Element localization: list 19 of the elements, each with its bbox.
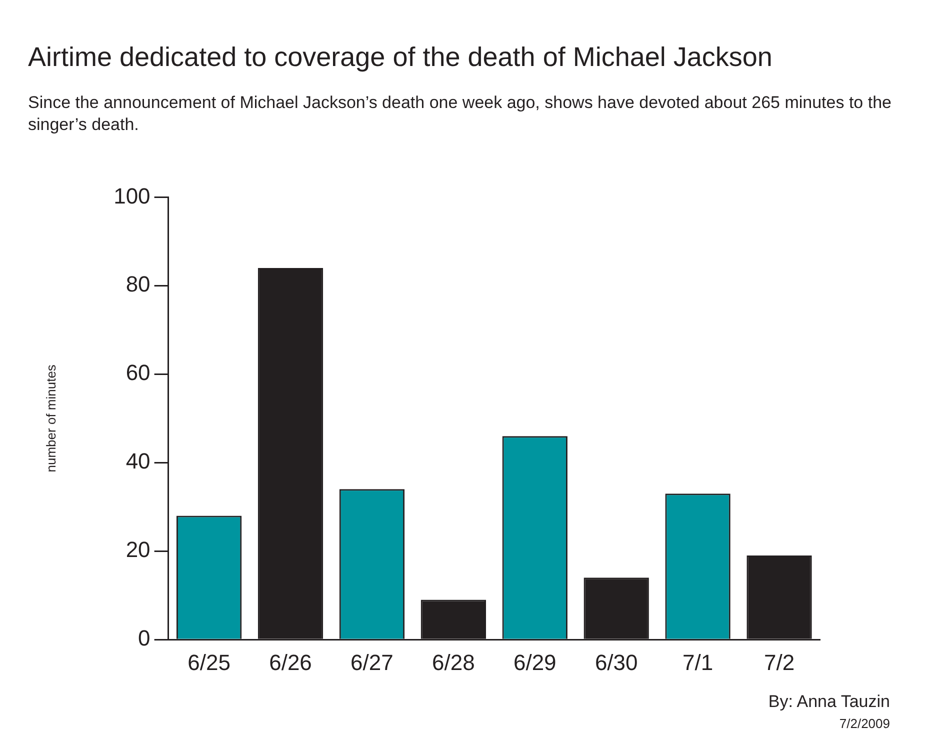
x-tick-label: 7/2 — [764, 650, 795, 675]
y-tick-label: 80 — [126, 272, 150, 297]
y-tick-label: 40 — [126, 448, 150, 474]
y-tick-label: 0 — [138, 626, 150, 651]
x-tick-label: 6/27 — [350, 650, 394, 675]
y-tick-label: 60 — [126, 360, 150, 386]
chart-subtitle: Since the announcement of Michael Jackson’s death one week ago, shows have devoted about 265 minutes to the singer’s death. — [28, 92, 892, 136]
x-tick-label: 6/25 — [188, 650, 230, 675]
text: By: Anna Tauzin — [768, 692, 890, 712]
x-tick-label: 6/30 — [594, 650, 638, 675]
x-tick-label: 6/29 — [513, 650, 556, 675]
x-tick-label: 6/28 — [432, 650, 475, 675]
x-tick-label: 6/26 — [269, 650, 312, 675]
y-tick-label: 20 — [126, 537, 150, 562]
y-tick-label: 100 — [114, 183, 150, 208]
text: 7/2/2009 — [839, 716, 890, 731]
y-axis-title: number of minutes — [43, 364, 58, 472]
x-tick-label: 7/1 — [682, 650, 714, 675]
chart-title: Airtime dedicated to coverage of the death of Michael Jackson — [28, 42, 772, 73]
